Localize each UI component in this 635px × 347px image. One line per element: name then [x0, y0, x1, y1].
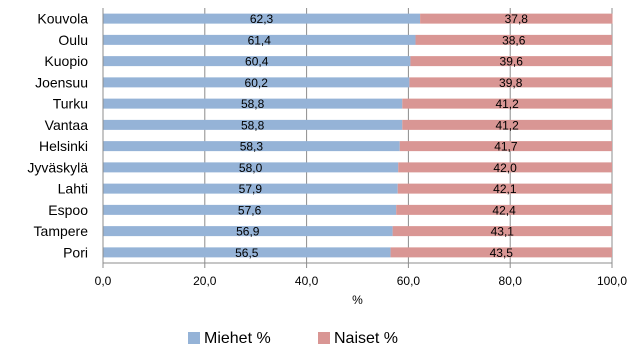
x-tick-label: 60,0 — [397, 274, 421, 288]
data-label: 43,5 — [490, 246, 514, 260]
data-label: 58,3 — [240, 140, 264, 154]
data-label: 39,8 — [499, 76, 523, 90]
category-label: Joensuu — [35, 74, 88, 90]
legend: Miehet % Naiset % — [188, 330, 398, 347]
bar-naiset — [397, 183, 612, 194]
category-label: Vantaa — [45, 117, 89, 133]
data-label: 42,0 — [493, 161, 517, 175]
bar-miehet — [103, 98, 403, 109]
bar-miehet — [103, 13, 421, 24]
bar-miehet — [103, 119, 403, 130]
data-label: 58,0 — [239, 161, 263, 175]
data-label: 61,4 — [248, 33, 272, 47]
category-label: Kuopio — [44, 53, 88, 69]
legend-swatch — [318, 332, 330, 344]
data-label: 58,8 — [241, 118, 265, 132]
x-tick-label: 0,0 — [95, 274, 112, 288]
bar-miehet — [103, 204, 397, 215]
legend-label: Miehet % — [204, 330, 271, 347]
category-label: Espoo — [48, 202, 88, 218]
data-label: 41,2 — [495, 97, 519, 111]
data-label: 57,9 — [239, 182, 263, 196]
category-labels: Kouvola Oulu Kuopio Joensuu Turku Vantaa Helsi… — [27, 11, 88, 261]
x-tick-label: 40,0 — [295, 274, 319, 288]
bar-miehet — [103, 77, 410, 88]
bar-naiset — [399, 141, 612, 152]
bar-naiset — [420, 13, 613, 24]
data-label: 42,1 — [493, 182, 517, 196]
bar-naiset — [410, 56, 612, 67]
bar-naiset — [402, 98, 612, 109]
bar-naiset — [415, 34, 612, 45]
data-label: 41,2 — [495, 118, 519, 132]
bars — [103, 13, 613, 258]
x-tick-label: 80,0 — [499, 274, 523, 288]
data-label: 41,7 — [494, 140, 518, 154]
bar-naiset — [402, 119, 612, 130]
category-label: Helsinki — [39, 138, 88, 154]
data-label: 60,2 — [245, 76, 269, 90]
category-label: Tampere — [34, 223, 89, 239]
data-label: 43,1 — [491, 225, 515, 239]
data-label: 39,6 — [500, 55, 524, 69]
x-tick-label: 100,0 — [597, 274, 627, 288]
category-label: Pori — [63, 244, 88, 260]
category-label: Lahti — [58, 181, 88, 197]
data-label: 42,4 — [492, 203, 516, 217]
bar-miehet — [103, 247, 391, 258]
bar-naiset — [396, 204, 612, 215]
bar-naiset — [390, 247, 612, 258]
bar-miehet — [103, 183, 398, 194]
data-label: 37,8 — [505, 12, 529, 26]
legend-label: Naiset % — [334, 330, 398, 347]
category-label: Kouvola — [37, 11, 88, 27]
bar-miehet — [103, 141, 400, 152]
legend-swatch — [188, 332, 200, 344]
bar-miehet — [103, 34, 416, 45]
x-tick-label: 20,0 — [193, 274, 217, 288]
category-label: Jyväskylä — [27, 159, 88, 175]
bar-naiset — [398, 162, 612, 173]
bar-miehet — [103, 226, 393, 237]
gridlines — [204, 8, 613, 263]
data-label: 56,9 — [236, 225, 260, 239]
x-axis: 0,0 20,0 40,0 60,0 80,0 100,0 — [95, 8, 627, 288]
data-label: 60,4 — [245, 55, 269, 69]
data-label: 57,6 — [238, 203, 262, 217]
data-labels: 62,3 37,8 61,4 38,6 60,4 39,6 60,2 39,8 58,8 41,2… — [235, 12, 528, 260]
bar-miehet — [103, 162, 399, 173]
category-label: Turku — [53, 96, 88, 112]
data-label: 38,6 — [502, 33, 526, 47]
data-label: 62,3 — [250, 12, 274, 26]
bar-naiset — [392, 226, 612, 237]
bar-naiset — [409, 77, 612, 88]
bar-miehet — [103, 56, 411, 67]
x-axis-label: % — [352, 293, 363, 307]
data-label: 56,5 — [235, 246, 259, 260]
data-label: 58,8 — [241, 97, 265, 111]
category-label: Oulu — [58, 32, 88, 48]
